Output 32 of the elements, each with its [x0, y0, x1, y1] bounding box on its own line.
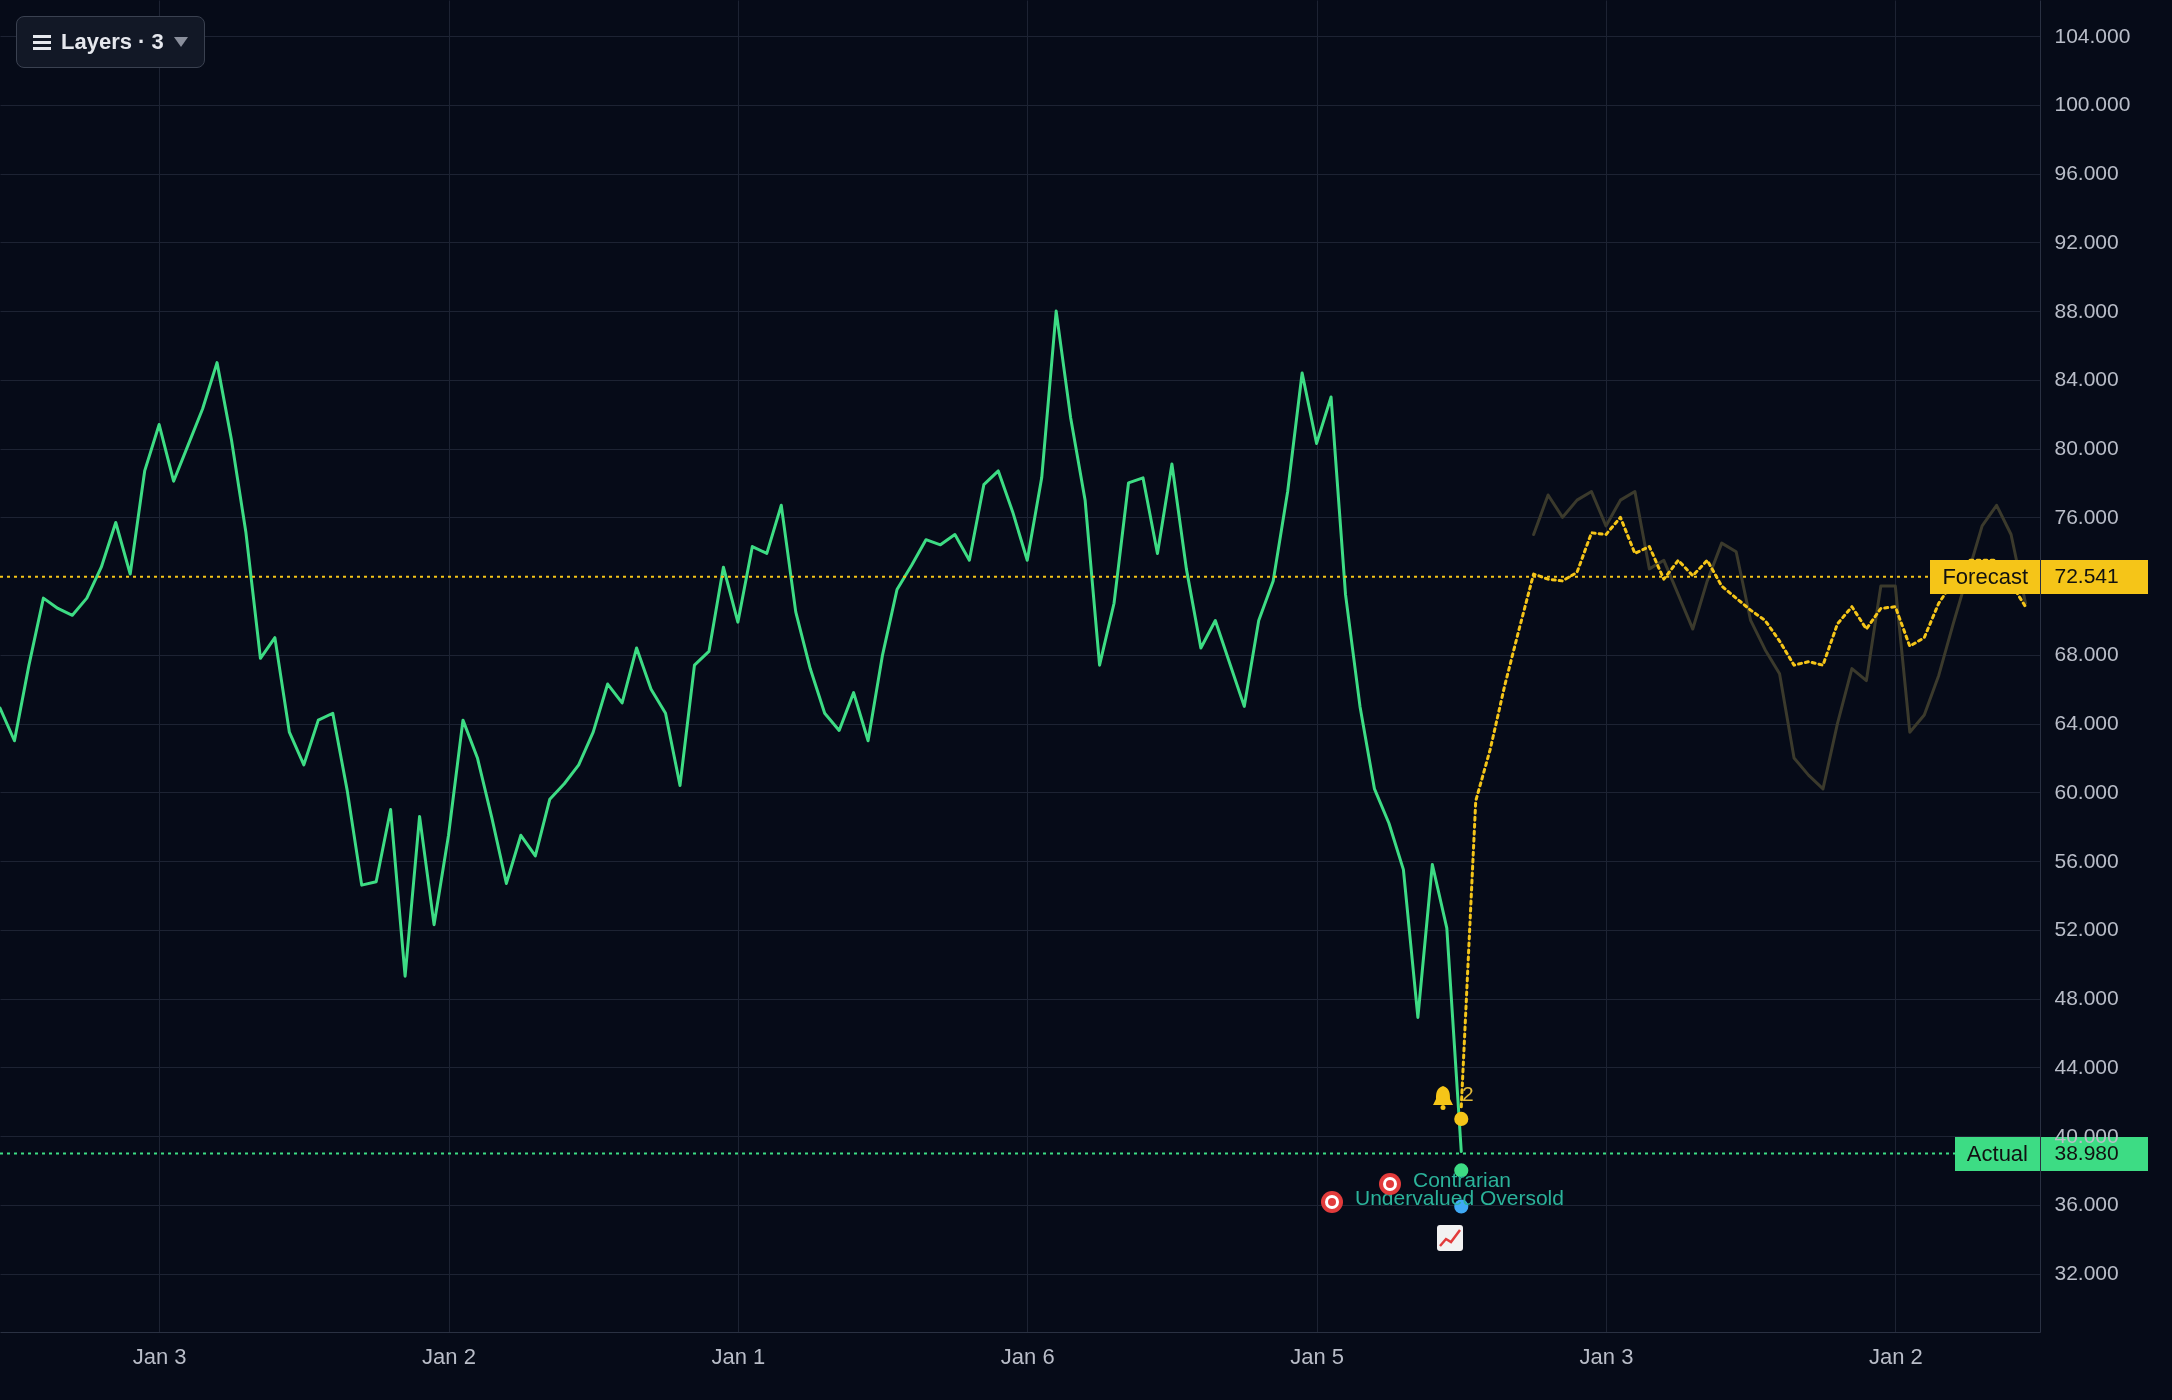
y-tick-label: 68.000 — [2054, 642, 2119, 666]
y-tick-label: 44.000 — [2054, 1054, 2119, 1078]
x-tick-label: Jan 2 — [1868, 1343, 1923, 1369]
x-tick-label: Jan 3 — [1579, 1343, 1634, 1369]
annotation: 2 — [1462, 1082, 1474, 1106]
y-tick-label: 76.000 — [2054, 504, 2119, 528]
y-tick-label: 88.000 — [2054, 298, 2119, 322]
x-tick-label: Jan 6 — [1000, 1343, 1055, 1369]
y-tick-label: 72.541 — [2054, 564, 2119, 588]
ref-line-label: Forecast — [1930, 559, 2040, 594]
y-tick-label: 48.000 — [2054, 986, 2119, 1010]
line-series — [0, 309, 1463, 1154]
x-tick-label: Jan 2 — [422, 1343, 476, 1369]
x-tick-label: Jan 5 — [1290, 1343, 1345, 1369]
layers-button: Layers · 3 — [16, 16, 205, 68]
y-tick-label: 84.000 — [2054, 367, 2119, 391]
ref-line-label: Actual — [1954, 1136, 2040, 1171]
x-tick-label: Jan 1 — [711, 1343, 766, 1369]
y-tick-label: 32.000 — [2054, 1261, 2119, 1285]
line-series — [1532, 490, 2028, 791]
y-tick-label: 80.000 — [2054, 436, 2119, 460]
x-tick-label: Jan 3 — [132, 1343, 187, 1369]
y-tick-label: 92.000 — [2054, 229, 2119, 253]
y-tick-label: 56.000 — [2054, 848, 2119, 872]
y-tick-label: 104.000 — [2054, 23, 2131, 47]
annotation: Layers · 3 — [61, 29, 164, 55]
y-tick-label: 100.000 — [2054, 92, 2131, 116]
y-tick-label: 64.000 — [2054, 711, 2119, 735]
y-tick-label: 60.000 — [2054, 779, 2119, 803]
y-tick-label: 52.000 — [2054, 917, 2119, 941]
y-tick-label: 36.000 — [2054, 1192, 2119, 1216]
y-tick-label: 96.000 — [2054, 161, 2119, 185]
